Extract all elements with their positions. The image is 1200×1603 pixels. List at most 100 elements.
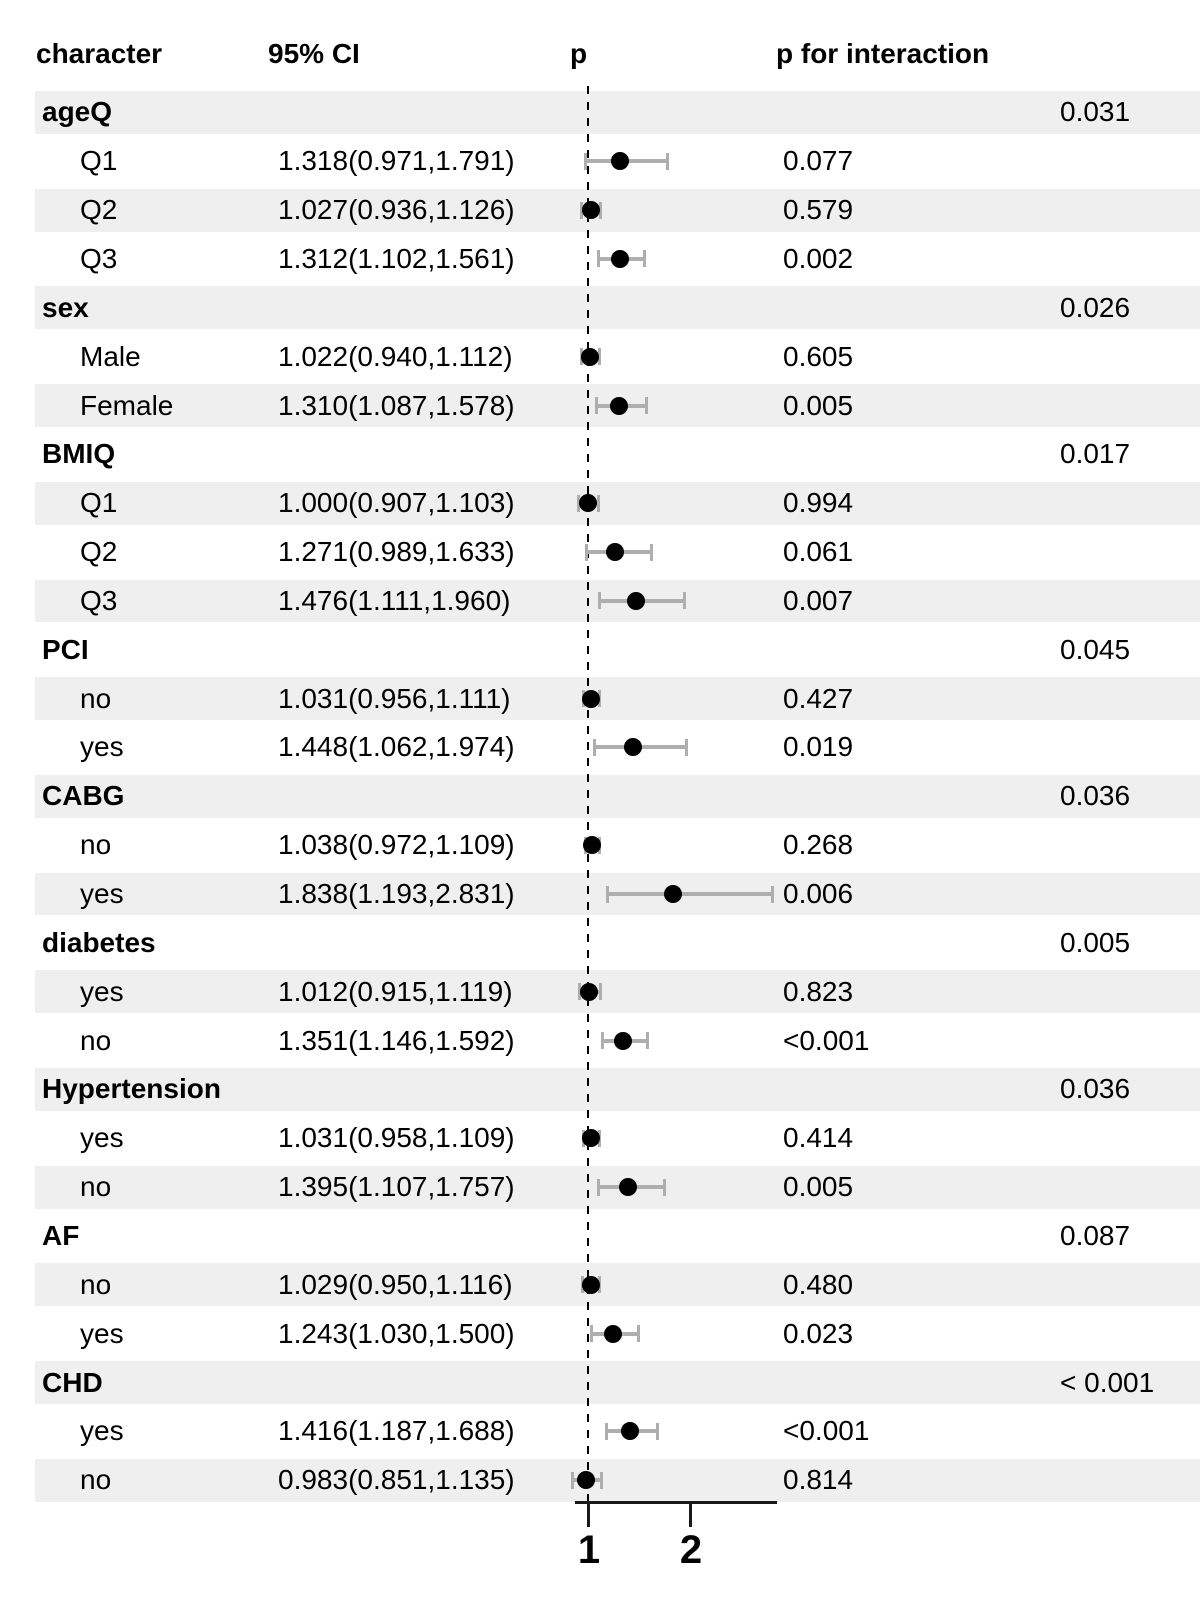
forest-row: Male 1.022(0.940,1.112) 0.605	[0, 332, 1200, 381]
ci-upper-cap	[597, 348, 601, 366]
ci-lower-cap	[592, 738, 596, 756]
p-value: 0.006	[783, 878, 854, 910]
ci-lower-cap	[583, 152, 587, 170]
x-axis-tick-1	[587, 1504, 590, 1527]
p-value: 0.077	[783, 145, 854, 177]
ci-text: 1.012(0.915,1.119)	[278, 975, 513, 1007]
ci-upper-cap	[666, 152, 670, 170]
row-label: BMIQ	[42, 438, 116, 470]
p-value: 0.023	[783, 1317, 854, 1349]
row-label: AF	[42, 1219, 80, 1251]
ci-text: 1.000(0.907,1.103)	[278, 487, 515, 519]
estimate-dot	[603, 1324, 622, 1343]
forest-row: Q3 1.312(1.102,1.561) 0.002	[0, 235, 1200, 284]
row-label: Q1	[80, 487, 118, 519]
estimate-dot	[614, 1031, 633, 1050]
row-label: yes	[80, 878, 124, 910]
estimate-marker	[0, 1309, 1200, 1358]
p-interaction-value: 0.036	[1060, 780, 1131, 812]
ci-text: 1.243(1.030,1.500)	[278, 1317, 515, 1349]
forest-row: AF 0.087	[0, 1212, 1200, 1261]
estimate-dot	[627, 591, 646, 610]
estimate-marker	[0, 723, 1200, 772]
x-axis-tick-label-2: 2	[679, 1528, 703, 1572]
forest-row: CHD < 0.001	[0, 1358, 1200, 1407]
ci-lower-cap	[597, 592, 601, 610]
estimate-dot	[663, 885, 682, 904]
estimate-dot	[611, 152, 630, 171]
ci-text: 1.027(0.936,1.126)	[278, 194, 515, 226]
p-interaction-value: 0.005	[1060, 926, 1131, 958]
ci-upper-cap	[598, 983, 602, 1001]
estimate-dot	[610, 249, 629, 268]
estimate-dot	[582, 1129, 601, 1148]
row-shading	[35, 677, 1200, 721]
row-label: PCI	[42, 633, 89, 665]
ci-upper-cap	[599, 201, 603, 219]
forest-row: Female 1.310(1.087,1.578) 0.005	[0, 381, 1200, 430]
estimate-dot	[581, 1275, 600, 1294]
row-label: CHD	[42, 1366, 103, 1398]
row-shading	[35, 286, 1200, 330]
ci-upper-cap	[643, 250, 647, 268]
forest-row: yes 1.448(1.062,1.974) 0.019	[0, 723, 1200, 772]
p-value: <0.001	[783, 1024, 870, 1056]
column-header-p: p	[570, 38, 588, 69]
p-value: 0.061	[783, 536, 854, 568]
estimate-marker	[0, 235, 1200, 284]
p-interaction-value: < 0.001	[1060, 1366, 1155, 1398]
estimate-marker	[0, 577, 1200, 626]
x-axis-line	[575, 1501, 777, 1504]
forest-row: CABG 0.036	[0, 772, 1200, 821]
estimate-marker	[0, 674, 1200, 723]
forest-row: no 1.029(0.950,1.116) 0.480	[0, 1260, 1200, 1309]
x-axis-tick-label-1: 1	[577, 1528, 601, 1572]
p-value: <0.001	[783, 1415, 870, 1447]
p-value: 0.414	[783, 1122, 854, 1154]
estimate-dot	[610, 396, 629, 415]
ci-text: 1.312(1.102,1.561)	[278, 242, 515, 274]
ci-lower-cap	[571, 1471, 575, 1489]
row-shading	[35, 91, 1200, 134]
p-interaction-value: 0.031	[1060, 96, 1131, 128]
ci-text: 1.351(1.146,1.592)	[278, 1024, 515, 1056]
p-interaction-value: 0.026	[1060, 291, 1131, 323]
ci-upper-cap	[646, 1032, 650, 1050]
estimate-dot	[581, 201, 600, 220]
estimate-dot	[624, 738, 643, 757]
estimate-marker	[0, 967, 1200, 1016]
row-shading	[35, 970, 1200, 1014]
row-label: ageQ	[42, 96, 113, 128]
forest-row: Hypertension 0.036	[0, 1065, 1200, 1114]
ci-lower-cap	[595, 397, 599, 415]
row-shading	[35, 188, 1200, 232]
p-value: 0.814	[783, 1464, 854, 1496]
estimate-dot	[579, 494, 597, 513]
forest-row: no 1.351(1.146,1.592) <0.001	[0, 1016, 1200, 1065]
row-label: no	[80, 682, 112, 714]
ci-upper-cap	[600, 1471, 604, 1489]
ci-text: 1.448(1.062,1.974)	[278, 731, 515, 763]
p-value: 0.005	[783, 1171, 854, 1203]
row-shading	[35, 1263, 1200, 1307]
p-interaction-value: 0.045	[1060, 633, 1131, 665]
forest-row: yes 1.416(1.187,1.688) <0.001	[0, 1407, 1200, 1456]
row-label: no	[80, 1268, 112, 1300]
p-value: 0.268	[783, 829, 854, 861]
ci-text: 1.838(1.193,2.831)	[278, 878, 515, 910]
p-value: 0.019	[783, 731, 854, 763]
row-label: yes	[80, 1122, 124, 1154]
estimate-marker	[0, 1260, 1200, 1309]
forest-row: yes 1.838(1.193,2.831) 0.006	[0, 870, 1200, 919]
ci-upper-cap	[684, 738, 688, 756]
forest-row: BMIQ 0.017	[0, 430, 1200, 479]
forest-row: yes 1.031(0.958,1.109) 0.414	[0, 1114, 1200, 1163]
row-label: Q2	[80, 194, 118, 226]
ci-text: 1.031(0.956,1.111)	[278, 682, 511, 714]
row-label: sex	[42, 291, 89, 323]
ci-text: 1.038(0.972,1.109)	[278, 829, 515, 861]
p-value: 0.994	[783, 487, 854, 519]
ci-text: 1.416(1.187,1.688)	[278, 1415, 515, 1447]
estimate-marker	[0, 821, 1200, 870]
estimate-dot	[582, 836, 601, 855]
